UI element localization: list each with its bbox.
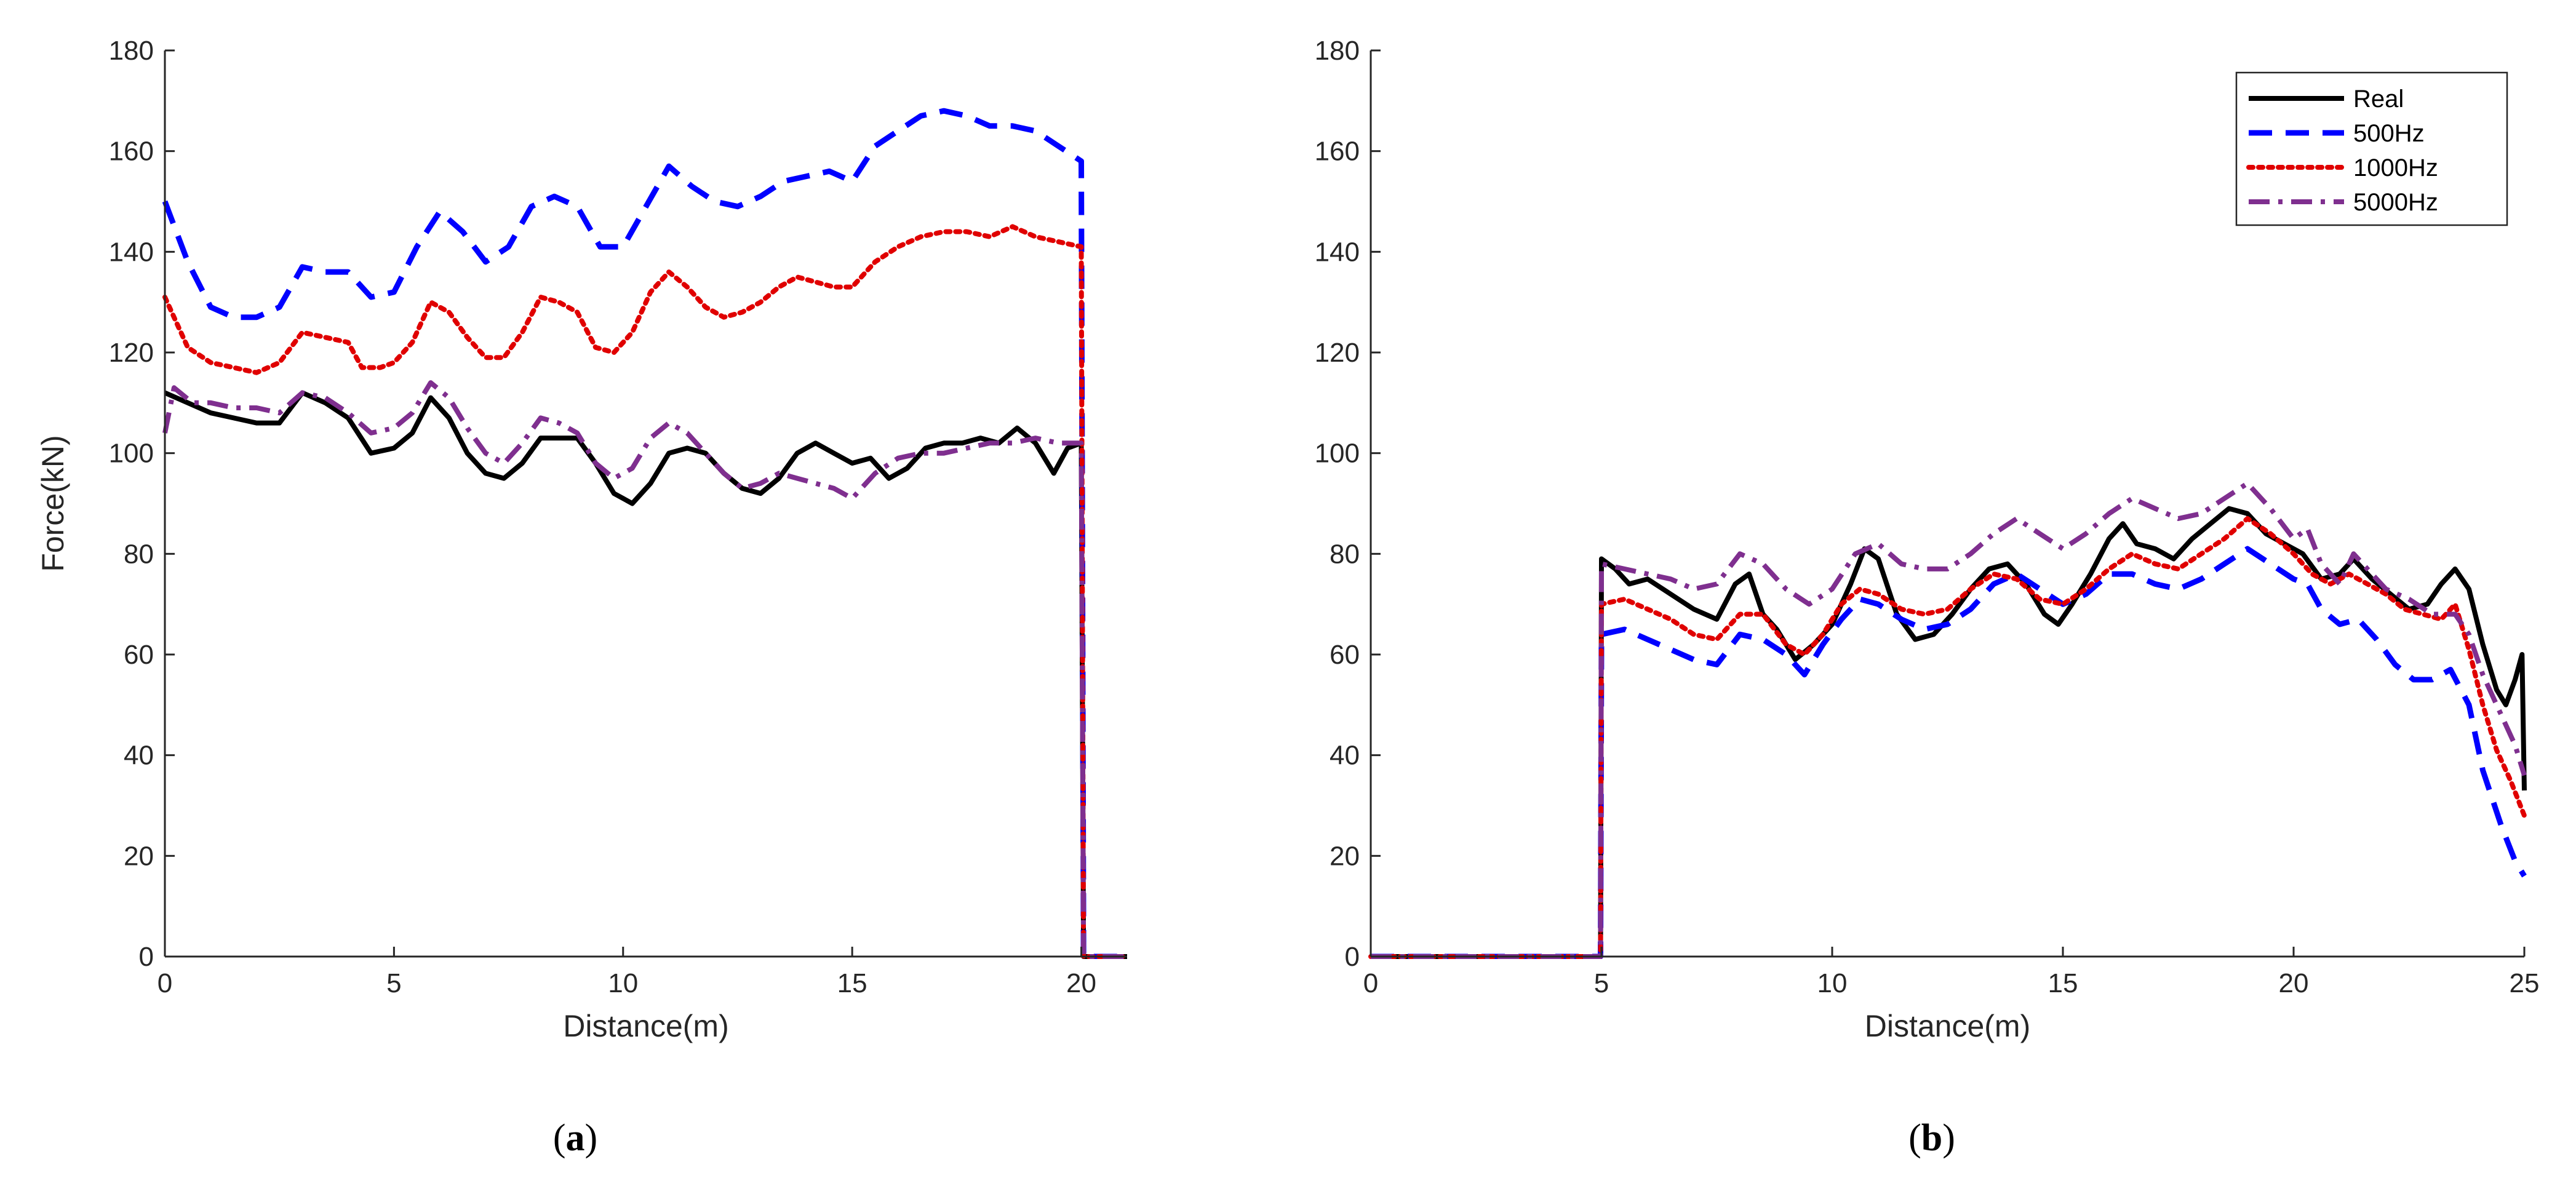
x-tick-label: 20 (2279, 968, 2309, 998)
series-group (162, 108, 1130, 959)
x-axis-label: Distance(m) (563, 1009, 728, 1043)
caption-letter: b (1921, 1117, 1942, 1159)
y-tick-label: 100 (1315, 439, 1360, 469)
y-tick-label: 80 (124, 539, 154, 569)
y-tick-label: 60 (1330, 640, 1360, 670)
y-tick-label: 100 (109, 439, 154, 469)
y-tick-label: 60 (124, 640, 154, 670)
x-tick-label: 5 (1594, 968, 1609, 998)
caption-close-paren: ) (1942, 1117, 1955, 1159)
x-tick-label: 20 (1066, 968, 1096, 998)
legend: Real 500Hz 1000Hz 5000Hz (2235, 71, 2508, 226)
legend-entry-5000hz: 5000Hz (2353, 189, 2438, 216)
y-tick-label: 180 (109, 36, 154, 66)
y-tick-label: 140 (1315, 237, 1360, 267)
x-tick-label: 25 (2510, 968, 2540, 998)
y-tick-label: 120 (109, 338, 154, 368)
chart-panel-a: 0 20 40 60 80 100 120 140 160 180 0 5 10 15 20 Distance… (36, 36, 1130, 1159)
y-tick-label: 20 (124, 841, 154, 871)
y-tick-label: 40 (1330, 741, 1360, 771)
x-axis-label: Distance(m) (1865, 1009, 2030, 1043)
x-tick-label: 5 (386, 968, 401, 998)
panel-caption: (a) (553, 1117, 597, 1159)
x-tick-label: 0 (1363, 968, 1378, 998)
y-tick-label: 20 (1330, 841, 1360, 871)
caption-open-paren: ( (553, 1117, 566, 1159)
legend-entry-1000hz: 1000Hz (2353, 154, 2438, 181)
x-tick-label: 10 (1817, 968, 1848, 998)
series-line-500hz (1371, 546, 2527, 959)
plot-area (165, 50, 1127, 957)
y-tick-label: 180 (1315, 36, 1360, 66)
caption-letter: a (566, 1117, 585, 1159)
caption-close-paren: ) (585, 1117, 598, 1159)
y-tick-label: 120 (1315, 338, 1360, 368)
series-line-1000hz (162, 224, 1130, 959)
x-tick-label: 15 (2048, 968, 2078, 998)
series-line-500hz (162, 108, 1127, 959)
y-tick-label: 0 (139, 942, 154, 972)
legend-entry-500hz: 500Hz (2353, 120, 2425, 147)
chart-panel-b: 0 20 40 60 80 100 120 140 160 180 0 5 10 15 20 25 Distan… (1315, 36, 2540, 1159)
x-tick-label: 15 (837, 968, 867, 998)
legend-entry-real: Real (2353, 86, 2404, 113)
x-tick-label: 0 (158, 968, 172, 998)
y-tick-label: 0 (1345, 942, 1360, 972)
series-line-5000hz (162, 380, 1127, 959)
y-tick-label: 160 (1315, 137, 1360, 167)
x-tick-label: 10 (608, 968, 638, 998)
series-line-1000hz (1368, 516, 2527, 959)
series-group (1368, 480, 2527, 959)
y-tick-label: 140 (109, 237, 154, 267)
caption-open-paren: ( (1908, 1117, 1921, 1159)
series-line-real (1371, 506, 2527, 959)
y-tick-label: 160 (109, 137, 154, 167)
y-axis-label: Force(kN) (36, 435, 70, 571)
y-tick-label: 80 (1330, 539, 1360, 569)
series-line-5000hz (1371, 480, 2527, 959)
y-tick-label: 40 (124, 741, 154, 771)
series-line-real (164, 390, 1127, 959)
panel-caption: (b) (1908, 1117, 1955, 1159)
